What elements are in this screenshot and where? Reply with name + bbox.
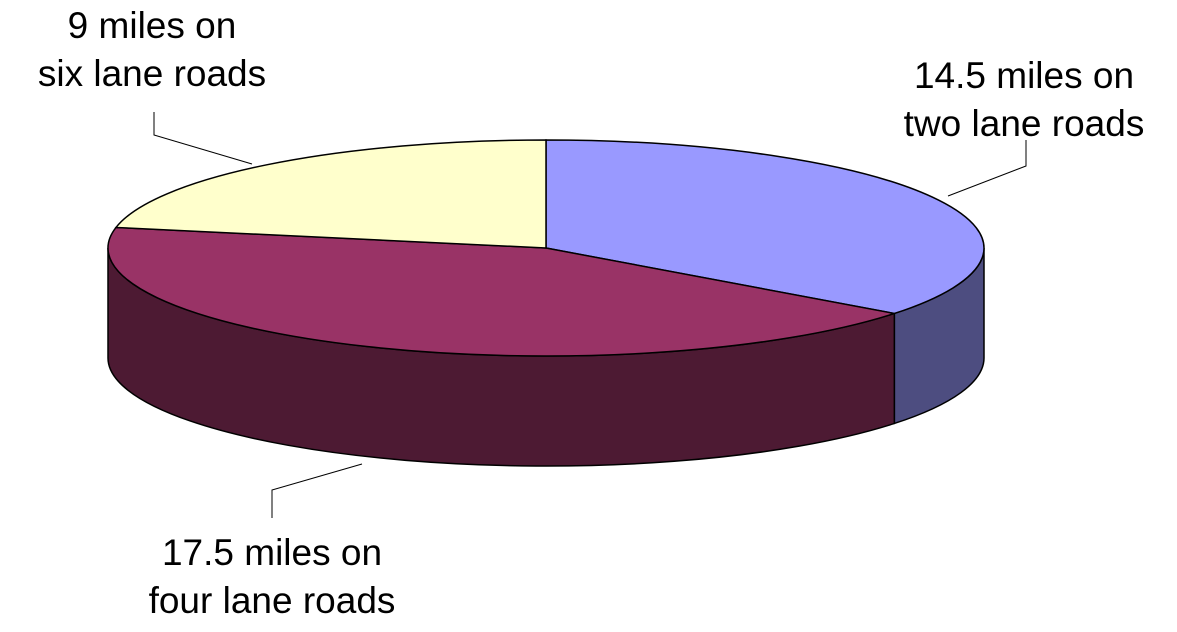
- leader-line-1: [271, 463, 363, 518]
- slice-top-1: [107, 226, 895, 357]
- slice-label-1-line-1: four lane roads: [149, 580, 396, 621]
- slice-label-0-line-0: 14.5 miles on: [914, 55, 1134, 96]
- slice-label-1: 17.5 miles on four lane roads: [149, 532, 396, 621]
- slice-label-2: 9 miles on six lane roads: [38, 5, 266, 94]
- leader-lines: [153, 112, 1027, 518]
- slice-label-2-line-0: 9 miles on: [68, 5, 237, 46]
- leader-line-0: [947, 140, 1027, 197]
- slice-top-2: [114, 139, 547, 249]
- slice-top-0: [545, 139, 985, 315]
- slice-label-0: 14.5 miles on two lane roads: [904, 55, 1145, 144]
- slice-label-1-line-0: 17.5 miles on: [162, 532, 382, 573]
- slices-layer: [107, 139, 985, 467]
- leader-line-2: [153, 112, 253, 165]
- slice-label-0-line-1: two lane roads: [904, 103, 1145, 144]
- slice-label-2-line-1: six lane roads: [38, 53, 266, 94]
- slice-labels: 14.5 miles on two lane roads 17.5 miles on…: [38, 5, 1144, 621]
